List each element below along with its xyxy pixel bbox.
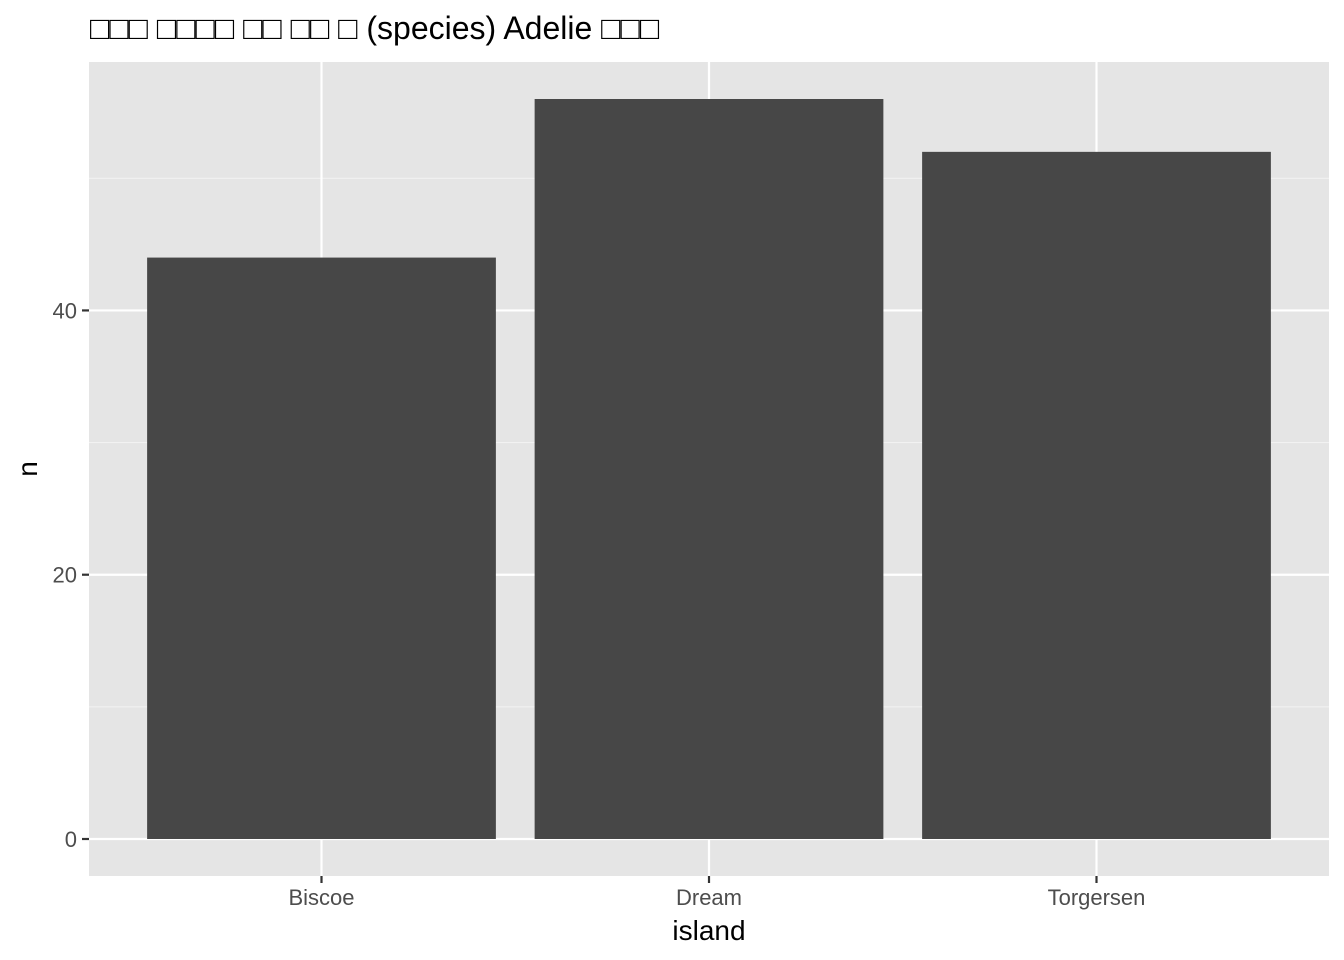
y-axis-title: n bbox=[12, 461, 43, 477]
bar-dream bbox=[534, 99, 884, 839]
y-tick-label: 0 bbox=[65, 827, 77, 852]
chart-title: □□□ □□□□ □□ □□ □ (species) Adelie □□□ bbox=[90, 10, 660, 46]
bars bbox=[147, 99, 1271, 840]
x-axis-title: island bbox=[672, 915, 745, 946]
x-tick-label: Dream bbox=[676, 885, 742, 910]
bar-biscoe bbox=[147, 257, 496, 840]
axes: 0 20 40 Biscoe Dream Torgersen bbox=[53, 298, 1146, 910]
x-tick-label: Biscoe bbox=[288, 885, 354, 910]
y-tick-label: 40 bbox=[53, 298, 77, 323]
y-tick-label: 20 bbox=[53, 563, 77, 588]
bar-torgersen bbox=[922, 151, 1271, 839]
x-tick-label: Torgersen bbox=[1048, 885, 1146, 910]
